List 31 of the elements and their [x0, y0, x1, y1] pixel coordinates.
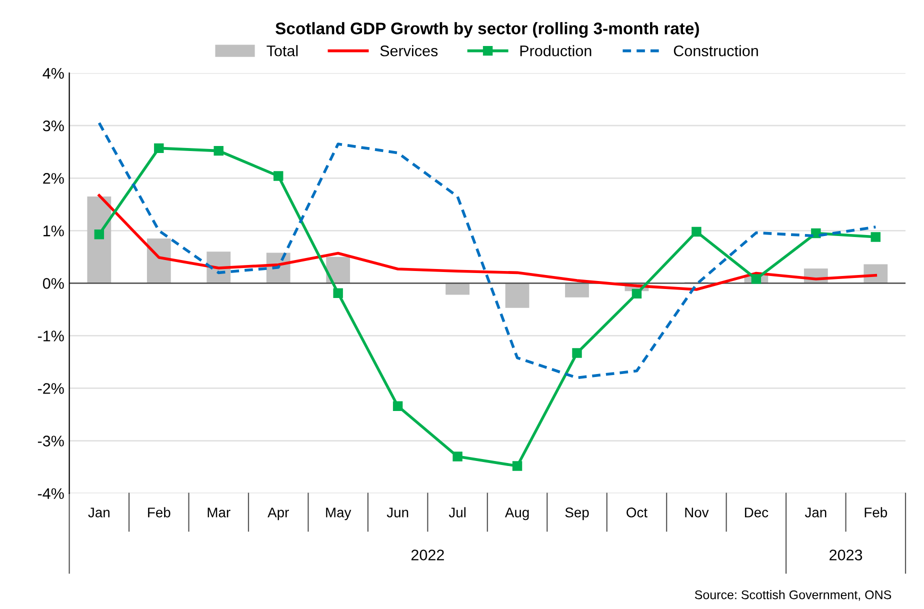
x-tick-label: Jan: [804, 508, 826, 518]
x-tick-label: Jun: [386, 508, 408, 518]
y-tick-label: 2%: [43, 173, 64, 184]
legend-label: Production: [520, 45, 592, 56]
x-tick-label: Apr: [268, 508, 289, 520]
x-tick-label: Jan: [88, 508, 110, 518]
x-tick-label: Nov: [685, 508, 709, 518]
y-tick-label: -2%: [38, 383, 64, 394]
y-tick-label: 3%: [42, 120, 64, 132]
y-tick-label: 0%: [42, 278, 64, 289]
text: 2023: [830, 550, 862, 560]
x-tick-label: Aug: [504, 508, 529, 520]
y-tick-label: 4%: [42, 68, 64, 79]
y-tick-label: -3%: [38, 436, 64, 446]
x-tick-label: Dec: [744, 508, 768, 518]
source-note: Source: Scottish Government, ONS: [694, 590, 892, 601]
x-tick-label: Jul: [448, 507, 466, 518]
x-tick-label: Sep: [565, 508, 589, 520]
x-tick-label: Mar: [208, 508, 230, 518]
x-tick-label: Feb: [864, 507, 888, 518]
legend-label: Total: [266, 45, 298, 56]
x-tick-label: May: [326, 508, 352, 520]
x-tick-label: Oct: [626, 508, 648, 518]
chart-title: Scotland GDP Growth by sector (rolling 3-month rate): [276, 22, 699, 38]
legend-label: Construction: [674, 45, 758, 56]
y-tick-label: 1%: [44, 226, 64, 236]
text: 2022: [411, 550, 444, 560]
x-tick-label: Feb: [148, 507, 170, 518]
legend-label: Services: [380, 45, 438, 56]
y-tick-label: -4%: [38, 488, 64, 499]
y-tick-label: -1%: [38, 330, 64, 342]
